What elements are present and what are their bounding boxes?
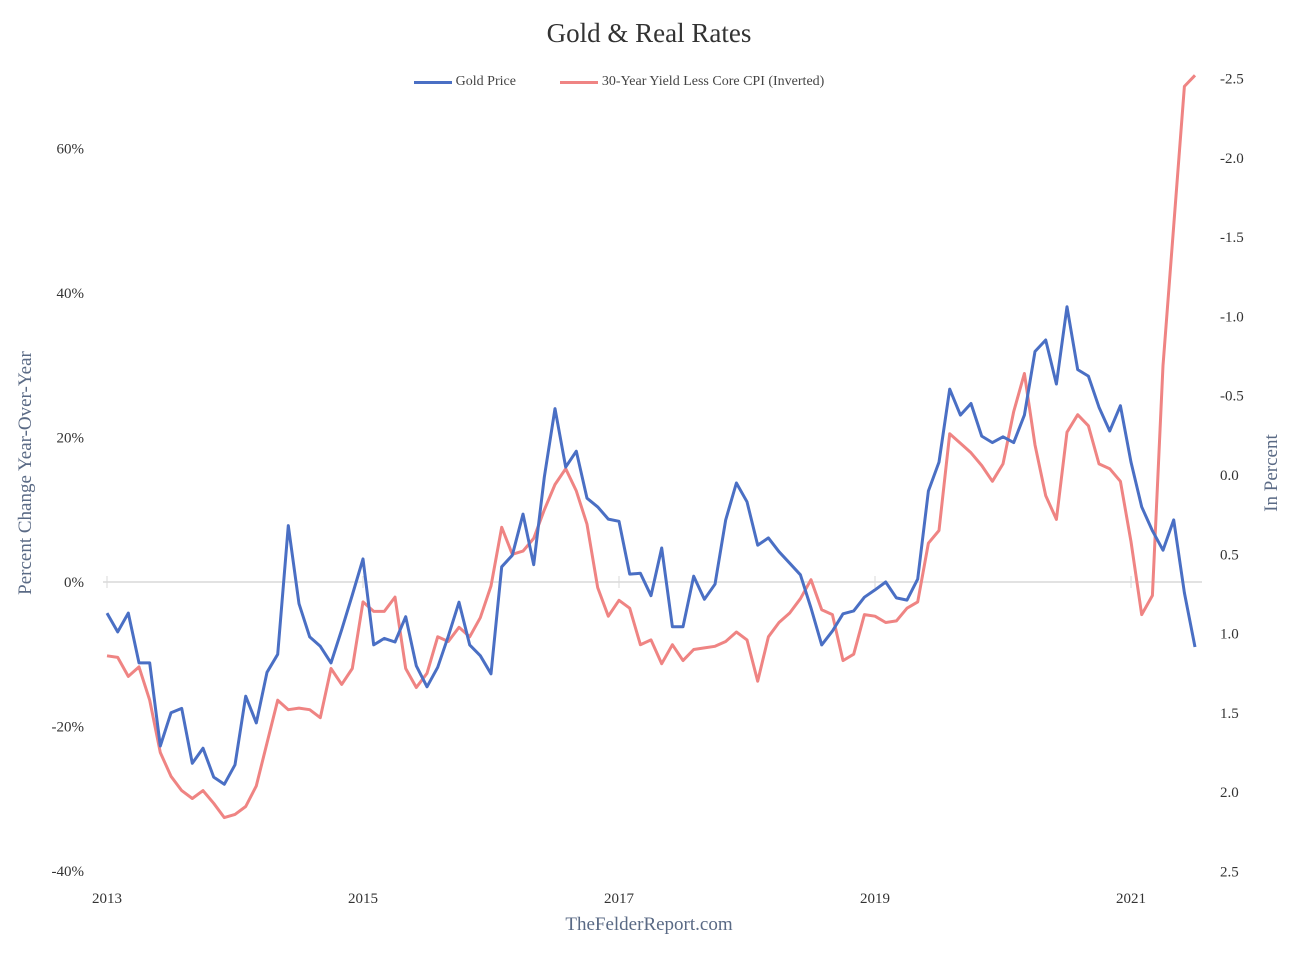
y-right-tick-label: 1.0: [1220, 627, 1239, 643]
y-right-tick-label: -1.0: [1220, 309, 1244, 325]
y-right-tick-label: 1.5: [1220, 706, 1239, 722]
y-left-tick-label: 40%: [57, 286, 85, 302]
x-tick-label: 2013: [92, 891, 122, 907]
legend-swatch-gold: [413, 80, 452, 84]
y-left-tick-label: 60%: [57, 142, 85, 158]
series-line-gold-price: [105, 305, 1197, 786]
legend-item-real-rate: 30-Year Yield Less Core CPI (Inverted): [559, 74, 825, 90]
x-tick-label: 2021: [1116, 891, 1146, 907]
y-right-tick-label: -1.5: [1220, 230, 1244, 246]
legend-item-gold: Gold Price: [413, 74, 516, 90]
y-right-tick-label: 0.0: [1220, 468, 1239, 484]
legend-label-gold: Gold Price: [455, 74, 516, 89]
y-left-tick-label: 0%: [64, 575, 84, 591]
y-right-tick-label: 0.5: [1220, 547, 1239, 563]
legend: Gold Price 30-Year Yield Less Core CPI (…: [0, 74, 1298, 90]
y-right-tick-label: 2.0: [1220, 785, 1239, 801]
series-line-real-rate: [106, 74, 1197, 820]
y-right-tick-label: -2.0: [1220, 151, 1244, 167]
x-tick-label: 2019: [860, 891, 890, 907]
x-tick-label: 2017: [604, 891, 635, 907]
legend-swatch-real-rate: [559, 80, 598, 84]
chart-title: Gold & Real Rates: [546, 18, 752, 48]
y-left-tick-label: -40%: [52, 864, 85, 880]
legend-label-real-rate: 30-Year Yield Less Core CPI (Inverted): [601, 74, 825, 89]
y-left-tick-label: 20%: [57, 431, 85, 447]
y-right-tick-label: 2.5: [1220, 865, 1239, 881]
y-right-tick-label: -2.5: [1220, 72, 1244, 88]
y-right-tick-label: -0.5: [1220, 389, 1244, 405]
source-credit: TheFelderReport.com: [565, 914, 733, 935]
x-tick-label: 2015: [348, 891, 378, 907]
y-left-tick-label: -20%: [52, 720, 85, 736]
